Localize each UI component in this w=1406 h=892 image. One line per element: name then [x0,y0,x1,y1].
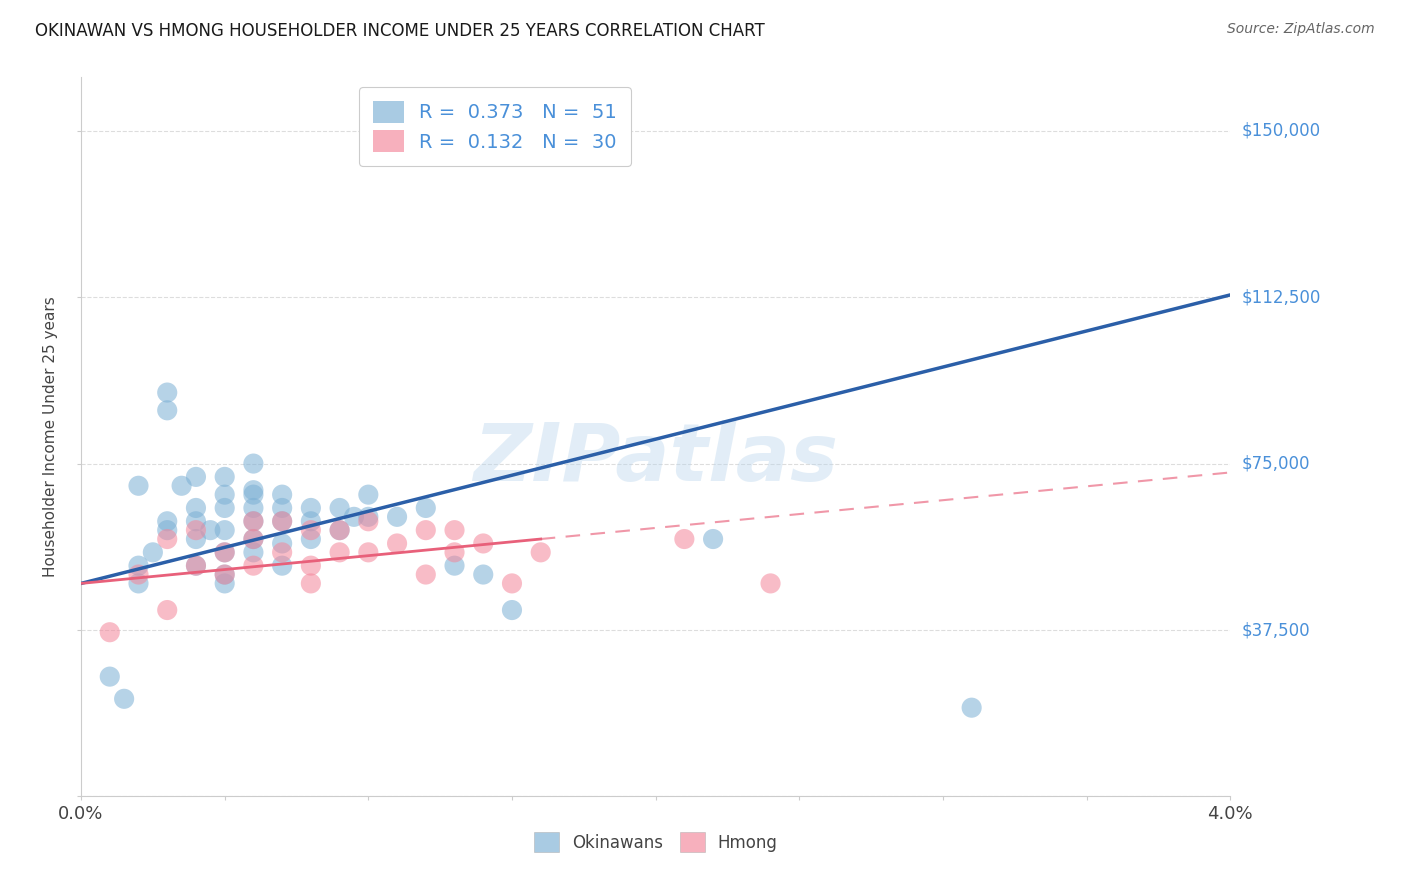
Point [156,514,179,528]
Point [142,545,165,559]
Point [156,523,179,537]
Point [299,576,322,591]
Point [271,536,294,550]
Point [214,545,236,559]
Point [357,488,380,502]
Point [156,532,179,546]
Point [443,523,465,537]
Text: ZIPatlas: ZIPatlas [474,419,838,498]
Point [960,700,983,714]
Point [128,576,150,591]
Point [214,567,236,582]
Point [112,691,135,706]
Point [214,576,236,591]
Point [271,558,294,573]
Point [242,532,264,546]
Point [501,603,523,617]
Point [184,500,207,515]
Point [299,532,322,546]
Y-axis label: Householder Income Under 25 years: Householder Income Under 25 years [44,296,58,577]
Point [357,509,380,524]
Point [472,536,495,550]
Point [170,479,193,493]
Point [271,545,294,559]
Point [329,545,352,559]
Point [214,500,236,515]
Point [501,576,523,591]
Point [214,545,236,559]
Point [242,457,264,471]
Point [472,567,495,582]
Point [443,545,465,559]
Point [98,670,121,684]
Point [156,385,179,400]
Point [242,514,264,528]
Point [184,470,207,484]
Point [299,558,322,573]
Point [184,532,207,546]
Text: OKINAWAN VS HMONG HOUSEHOLDER INCOME UNDER 25 YEARS CORRELATION CHART: OKINAWAN VS HMONG HOUSEHOLDER INCOME UND… [35,22,765,40]
Point [214,523,236,537]
Point [385,509,408,524]
Point [242,483,264,498]
Point [329,523,352,537]
Point [98,625,121,640]
Point [357,514,380,528]
Text: $150,000: $150,000 [1241,121,1320,140]
Point [299,500,322,515]
Point [184,558,207,573]
Point [702,532,724,546]
Point [184,523,207,537]
Point [242,500,264,515]
Point [214,567,236,582]
Point [329,500,352,515]
Point [242,545,264,559]
Point [357,545,380,559]
Point [415,500,437,515]
Point [200,523,222,537]
Point [156,603,179,617]
Point [214,470,236,484]
Point [242,514,264,528]
Point [530,545,553,559]
Point [184,514,207,528]
Point [343,509,366,524]
Point [242,532,264,546]
Point [271,514,294,528]
Point [271,514,294,528]
Point [184,558,207,573]
Point [385,536,408,550]
Point [329,523,352,537]
Point [443,558,465,573]
Text: $75,000: $75,000 [1241,455,1310,473]
Point [415,523,437,537]
Point [156,403,179,417]
Point [415,567,437,582]
Point [242,558,264,573]
Point [759,576,782,591]
Text: $112,500: $112,500 [1241,288,1320,306]
Point [299,514,322,528]
Point [271,488,294,502]
Point [242,488,264,502]
Point [128,567,150,582]
Point [271,500,294,515]
Point [299,523,322,537]
Text: $37,500: $37,500 [1241,621,1310,639]
Point [128,558,150,573]
Text: Source: ZipAtlas.com: Source: ZipAtlas.com [1227,22,1375,37]
Point [673,532,696,546]
Point [128,479,150,493]
Point [214,488,236,502]
Legend: Okinawans, Hmong: Okinawans, Hmong [526,824,786,860]
